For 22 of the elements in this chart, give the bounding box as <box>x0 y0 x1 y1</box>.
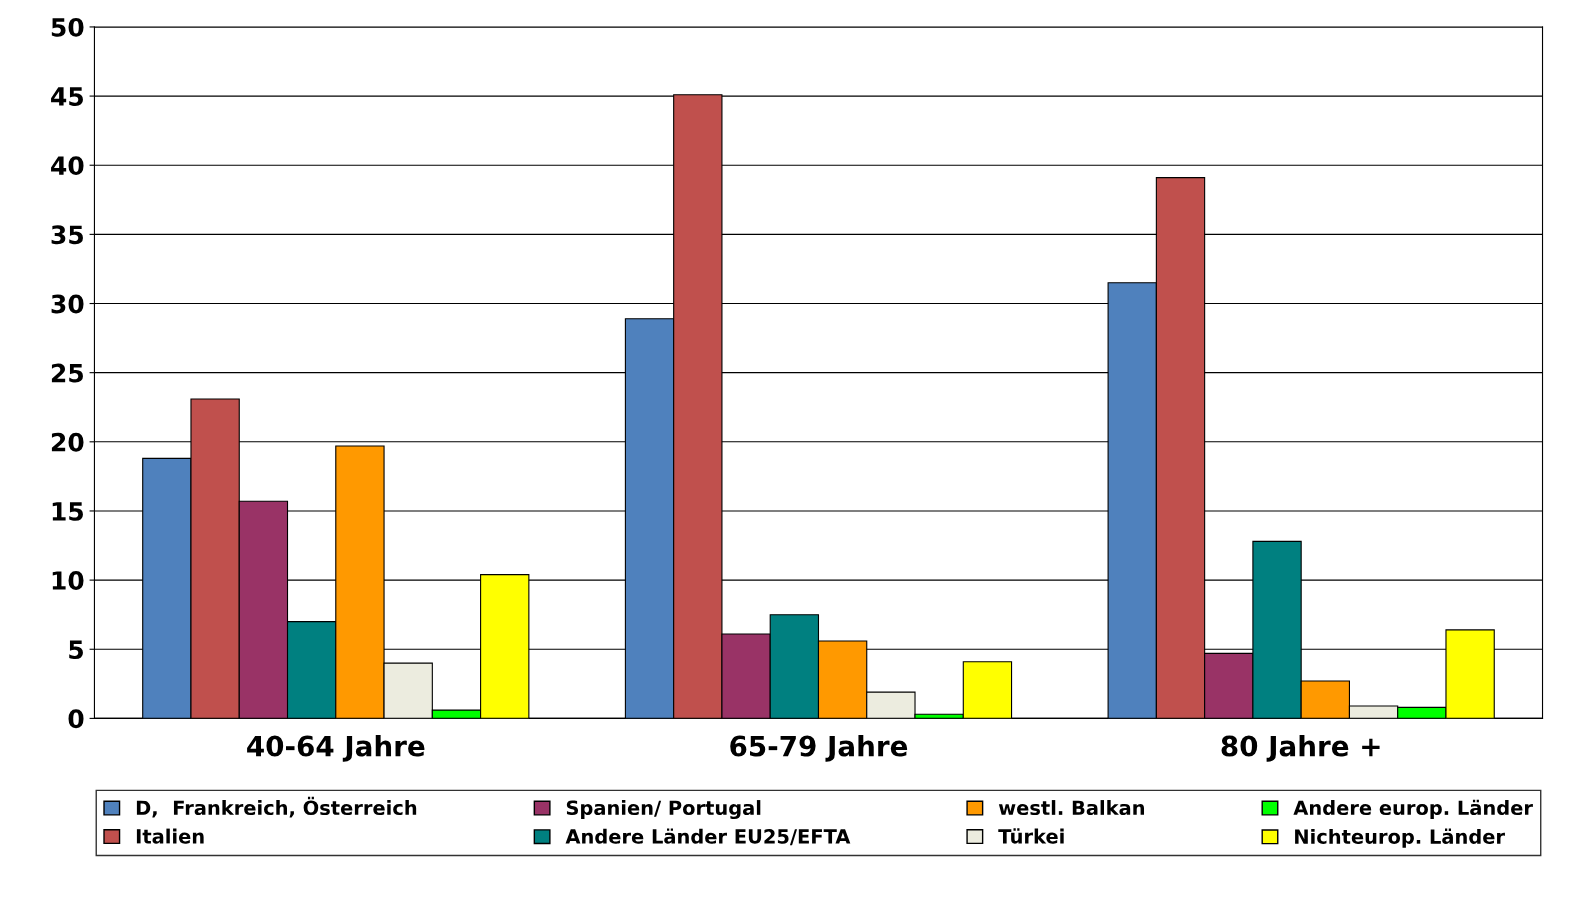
legend-label: Spanien/ Portugal <box>566 800 761 820</box>
legend-label: Nichteurop. Länder <box>1295 828 1505 848</box>
legend-label: Italien <box>136 828 204 844</box>
y-tick-label: 45 <box>51 87 83 106</box>
legend-label: D, Frankreich, Österreich <box>136 796 417 818</box>
y-tick-label: 40 <box>51 156 84 176</box>
y-tick-label: 5 <box>69 640 83 660</box>
legend-label: Andere europ. Länder <box>1293 799 1533 819</box>
legend-label: Türkei <box>998 828 1064 844</box>
x-tick-label: 65-79 Jahre <box>730 735 908 762</box>
x-tick-label: 40-64 Jahre <box>247 735 425 762</box>
y-tick-label: 0 <box>68 709 84 729</box>
y-tick-label: 35 <box>51 225 83 245</box>
y-tick-label: 25 <box>51 363 83 383</box>
x-tick-label: 80 Jahre + <box>1221 735 1380 762</box>
y-tick-label: 50 <box>51 17 84 37</box>
y-tick-label: 10 <box>52 571 84 590</box>
y-tick-label: 20 <box>51 432 84 452</box>
legend-label: Andere Länder EU25/EFTA <box>565 828 851 846</box>
legend-label: westl. Balkan <box>998 800 1145 816</box>
y-tick-label: 30 <box>51 294 84 314</box>
y-tick-label: 15 <box>52 502 83 521</box>
